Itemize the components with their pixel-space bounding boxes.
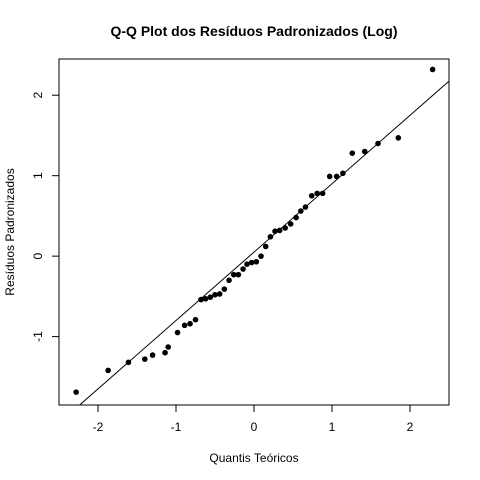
data-point bbox=[262, 243, 269, 250]
data-point bbox=[221, 286, 228, 292]
x-tick-label: 2 bbox=[407, 420, 414, 434]
data-point bbox=[375, 140, 381, 147]
y-axis: -1 0 1 2 bbox=[31, 92, 59, 342]
y-tick-label: -1 bbox=[31, 331, 45, 342]
y-tick-label: 1 bbox=[31, 172, 45, 179]
x-axis-label: Quantis Teóricos bbox=[209, 451, 298, 465]
data-point bbox=[258, 253, 264, 259]
x-tick-label: 1 bbox=[329, 420, 336, 434]
data-point bbox=[181, 322, 188, 329]
y-tick-label: 2 bbox=[31, 92, 45, 99]
data-point bbox=[202, 295, 209, 302]
data-points bbox=[73, 66, 436, 395]
data-point bbox=[226, 277, 232, 284]
data-point bbox=[244, 261, 250, 267]
x-tick-label: -1 bbox=[171, 420, 182, 434]
data-point bbox=[207, 294, 214, 300]
data-point bbox=[429, 66, 436, 73]
data-point bbox=[308, 192, 315, 199]
data-point bbox=[230, 271, 237, 278]
data-point bbox=[240, 266, 246, 272]
data-point bbox=[235, 271, 242, 278]
chart-title: Q-Q Plot dos Resíduos Padronizados (Log) bbox=[110, 23, 397, 39]
data-point bbox=[162, 349, 168, 356]
y-axis-label: Resíduos Padronizados bbox=[3, 168, 17, 295]
data-point bbox=[272, 228, 278, 234]
data-point bbox=[282, 225, 289, 231]
data-point bbox=[253, 258, 260, 265]
data-point bbox=[125, 359, 132, 366]
data-point bbox=[212, 291, 218, 298]
plot-frame bbox=[58, 58, 450, 406]
x-axis: -2 -1 0 1 2 bbox=[93, 405, 414, 434]
data-point bbox=[105, 367, 111, 374]
data-point bbox=[361, 148, 368, 155]
data-point bbox=[293, 214, 299, 221]
data-point bbox=[340, 170, 346, 177]
data-point bbox=[73, 389, 79, 395]
data-point bbox=[314, 190, 320, 197]
data-point bbox=[248, 259, 255, 266]
data-point bbox=[302, 204, 309, 210]
data-point bbox=[174, 329, 181, 336]
data-point bbox=[319, 190, 326, 197]
data-point bbox=[333, 173, 340, 180]
data-point bbox=[192, 316, 199, 323]
data-point bbox=[142, 356, 148, 362]
data-point bbox=[395, 135, 402, 141]
data-point bbox=[198, 296, 204, 303]
reference-line bbox=[79, 80, 450, 406]
data-point bbox=[349, 150, 356, 156]
y-tick-label: 0 bbox=[31, 252, 45, 259]
data-point bbox=[276, 227, 283, 234]
data-point bbox=[165, 344, 171, 350]
x-tick-label: 0 bbox=[251, 420, 258, 434]
data-point bbox=[298, 208, 304, 214]
data-point bbox=[216, 291, 223, 297]
data-point bbox=[326, 173, 333, 180]
data-point bbox=[187, 320, 193, 327]
x-tick-label: -2 bbox=[93, 420, 104, 434]
data-point bbox=[149, 352, 156, 358]
data-point bbox=[267, 234, 274, 240]
data-point bbox=[287, 221, 294, 227]
